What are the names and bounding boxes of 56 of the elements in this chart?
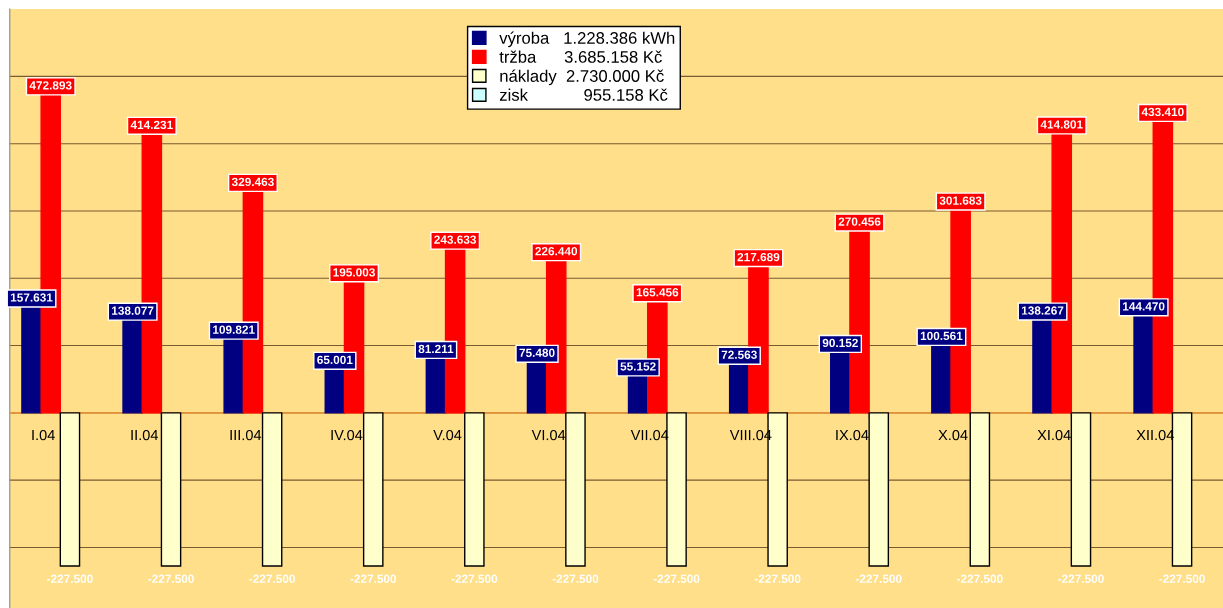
bar bbox=[464, 412, 485, 567]
data-label: -227.500 bbox=[148, 574, 194, 583]
bar bbox=[1070, 412, 1092, 567]
data-label: 65.001 bbox=[317, 355, 353, 365]
data-label: 138.077 bbox=[112, 306, 154, 315]
data-label: 195.003 bbox=[333, 268, 375, 277]
data-label: -227.500 bbox=[1159, 574, 1205, 583]
data-label: 270.456 bbox=[838, 217, 881, 226]
data-label: 414.801 bbox=[1040, 120, 1083, 129]
legend-label: náklady 2.730.000 Kč bbox=[500, 69, 664, 86]
data-label: 72.563 bbox=[721, 350, 757, 359]
x-tick-label: X.04 bbox=[938, 429, 968, 441]
legend-label: výroba 1.228.386 kWh bbox=[499, 31, 675, 48]
bar bbox=[565, 412, 586, 567]
data-label: -227.500 bbox=[653, 574, 700, 583]
data-label: 414.231 bbox=[130, 120, 173, 130]
bar bbox=[261, 412, 283, 567]
data-label: 329.463 bbox=[231, 177, 274, 187]
legend-label: zisk 955.158 Kč bbox=[499, 88, 668, 101]
data-label: 301.683 bbox=[939, 196, 982, 205]
data-label: -227.500 bbox=[754, 574, 801, 583]
data-label: 433.410 bbox=[1141, 107, 1184, 117]
x-tick-label: V.04 bbox=[433, 429, 462, 441]
data-label: 138.267 bbox=[1021, 306, 1064, 315]
data-label: -227.500 bbox=[855, 574, 902, 583]
data-label: -227.500 bbox=[552, 574, 599, 583]
data-label: -227.500 bbox=[350, 574, 397, 583]
data-label: 55.152 bbox=[620, 362, 656, 371]
data-label: -227.500 bbox=[47, 574, 93, 583]
data-label: 81.211 bbox=[418, 344, 454, 354]
data-label: 144.470 bbox=[1123, 302, 1165, 311]
bar bbox=[969, 412, 991, 567]
data-label: 75.480 bbox=[519, 348, 555, 357]
data-label: 157.631 bbox=[10, 293, 53, 302]
bar bbox=[59, 412, 81, 567]
data-label: 165.456 bbox=[636, 288, 679, 297]
x-tick-label: IV.04 bbox=[331, 429, 363, 441]
data-label: 226.440 bbox=[535, 247, 578, 256]
x-tick-label: I.04 bbox=[32, 429, 55, 441]
data-label: 100.561 bbox=[920, 331, 963, 341]
x-tick-label: III.04 bbox=[230, 429, 262, 441]
data-label: 90.152 bbox=[822, 338, 858, 348]
legend-label: tržba 3.685.158 Kč bbox=[499, 50, 662, 63]
bar bbox=[868, 412, 890, 567]
x-tick-label: II.04 bbox=[131, 429, 159, 441]
data-label: -227.500 bbox=[957, 574, 1003, 583]
x-tick-label: XI.04 bbox=[1037, 429, 1071, 441]
data-label: 243.633 bbox=[434, 235, 477, 244]
data-label: -227.500 bbox=[1058, 574, 1104, 583]
data-label: 109.821 bbox=[213, 325, 255, 334]
data-label: -227.500 bbox=[451, 574, 498, 583]
bar bbox=[362, 412, 384, 567]
data-label: -227.500 bbox=[249, 574, 295, 583]
data-label: 472.893 bbox=[29, 81, 72, 90]
data-label: 217.689 bbox=[737, 252, 780, 262]
bar bbox=[160, 412, 182, 567]
